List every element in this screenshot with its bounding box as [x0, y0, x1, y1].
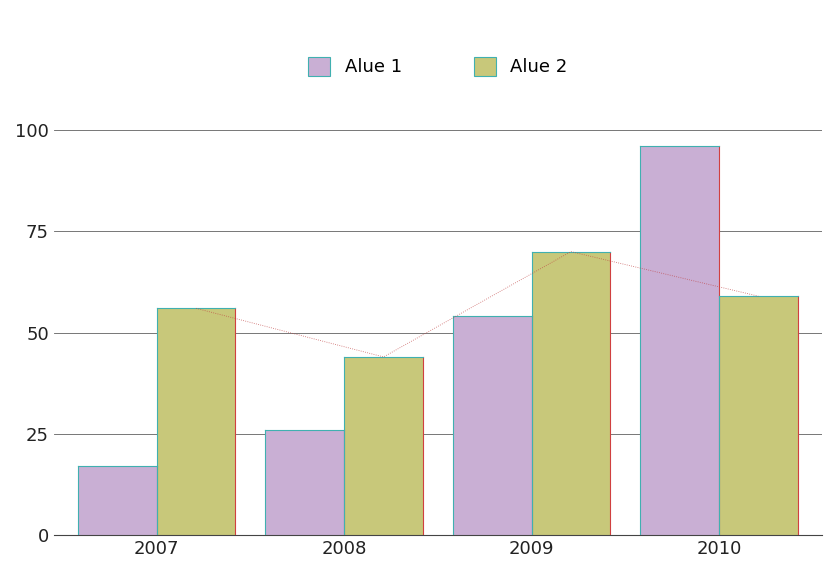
- Bar: [718, 296, 797, 535]
- Bar: [640, 146, 718, 535]
- Legend: Alue 1, Alue 2: Alue 1, Alue 2: [301, 50, 573, 84]
- Bar: [344, 357, 422, 535]
- Bar: [531, 252, 609, 535]
- Bar: [265, 430, 344, 535]
- Bar: [78, 466, 156, 535]
- Bar: [156, 308, 235, 535]
- Bar: [452, 316, 531, 535]
